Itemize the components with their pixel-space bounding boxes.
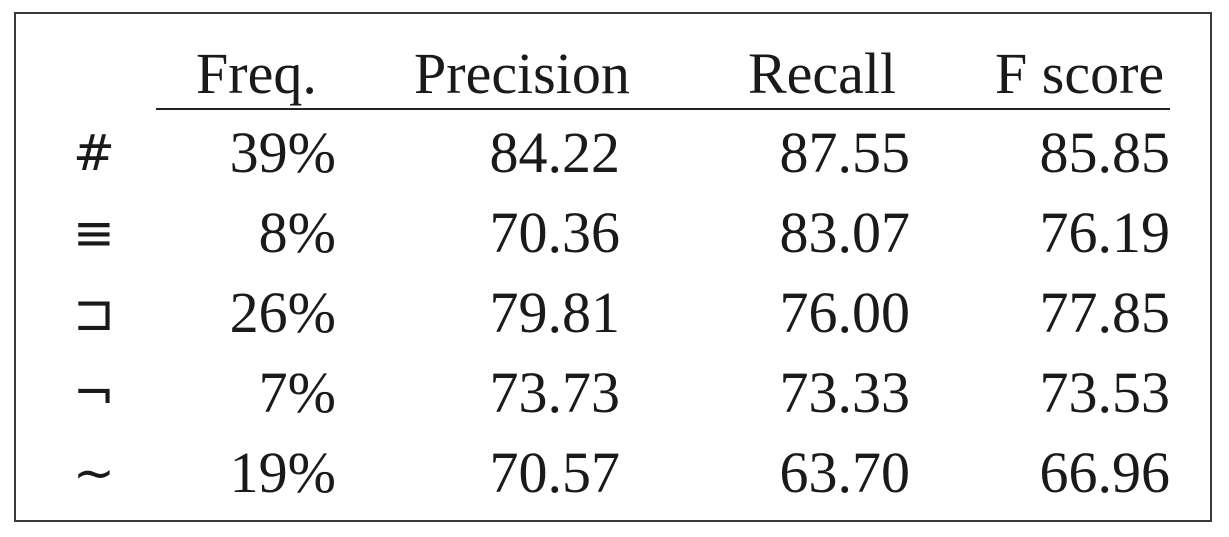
cell-recall: 73.33 — [779, 360, 911, 425]
cell-fscore: 73.53 — [1039, 360, 1171, 425]
cell-fscore: 66.96 — [1039, 440, 1171, 505]
cell-recall: 83.07 — [779, 200, 911, 265]
relation-symbol: ¬ — [73, 364, 115, 422]
relation-symbol: # — [73, 124, 115, 182]
cell-precision: 73.73 — [489, 360, 621, 425]
table-row: ⊐ 26% 79.81 76.00 77.85 — [16, 278, 1210, 348]
relation-symbol: ⊐ — [73, 284, 115, 342]
table-row: ≡ 8% 70.36 83.07 76.19 — [16, 198, 1210, 268]
cell-precision: 70.57 — [489, 440, 621, 505]
results-table: Freq. Precision Recall F score # 39% 84.… — [14, 12, 1212, 522]
table-row: ¬ 7% 73.73 73.33 73.53 — [16, 358, 1210, 428]
cell-recall: 63.70 — [779, 440, 911, 505]
cell-freq: 39% — [229, 120, 336, 185]
cell-freq: 26% — [229, 280, 336, 345]
header-fscore: F score — [995, 41, 1165, 106]
cell-recall: 87.55 — [779, 120, 911, 185]
cell-precision: 84.22 — [489, 120, 621, 185]
cell-fscore: 76.19 — [1039, 200, 1171, 265]
cell-precision: 79.81 — [489, 280, 621, 345]
cell-fscore: 77.85 — [1039, 280, 1171, 345]
relation-symbol: ∼ — [73, 444, 115, 502]
header-rule — [156, 108, 1170, 110]
header-precision: Precision — [414, 41, 630, 106]
cell-freq: 19% — [229, 440, 336, 505]
cell-freq: 8% — [258, 200, 336, 265]
relation-symbol: ≡ — [73, 204, 115, 262]
cell-freq: 7% — [258, 360, 336, 425]
cell-recall: 76.00 — [779, 280, 911, 345]
header-recall: Recall — [748, 41, 897, 106]
cell-fscore: 85.85 — [1039, 120, 1171, 185]
table-row: # 39% 84.22 87.55 85.85 — [16, 118, 1210, 188]
cell-precision: 70.36 — [489, 200, 621, 265]
header-freq: Freq. — [196, 41, 317, 106]
table-row: ∼ 19% 70.57 63.70 66.96 — [16, 438, 1210, 508]
